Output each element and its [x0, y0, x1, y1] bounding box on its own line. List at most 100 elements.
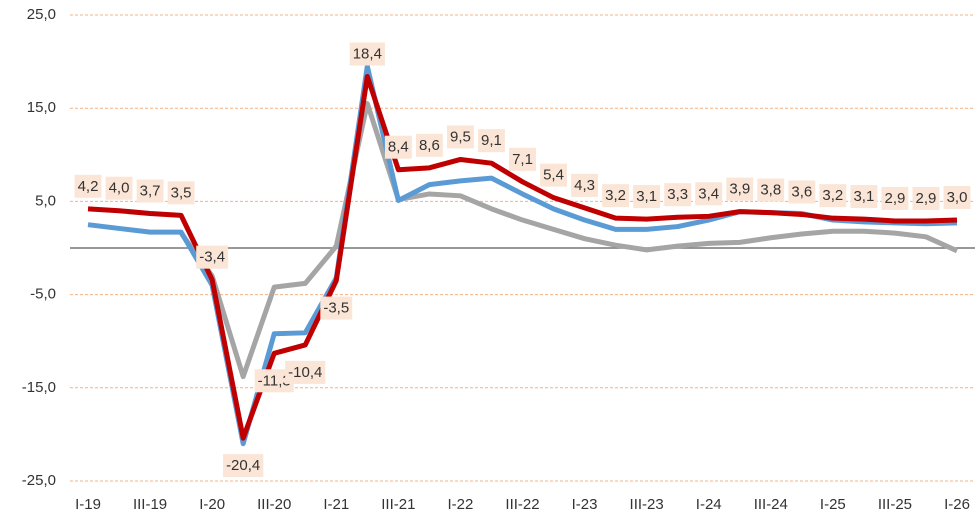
data-label-text: -20,4 — [226, 457, 260, 474]
data-label-text: -3,4 — [199, 249, 225, 266]
data-label: 3,3 — [664, 183, 692, 207]
data-label-text: 18,4 — [353, 45, 382, 62]
data-label-text: 3,9 — [729, 181, 750, 198]
x-tick-label: I-23 — [572, 496, 598, 513]
y-tick-label: 15,0 — [27, 99, 56, 116]
data-label-box — [478, 129, 505, 153]
data-label: 3,2 — [602, 184, 630, 208]
data-label: -20,4 — [223, 454, 264, 478]
data-label-box — [136, 179, 164, 203]
data-label: 4,3 — [571, 173, 599, 197]
data-label: 3,7 — [136, 179, 164, 203]
data-label: 3,8 — [757, 178, 785, 202]
y-tick-label: -5,0 — [30, 286, 56, 303]
data-label: 9,5 — [446, 125, 474, 149]
x-tick-label: I-20 — [199, 496, 225, 513]
data-label-box — [881, 186, 909, 210]
data-label-text: 4,2 — [78, 178, 99, 195]
data-label-text: 3,7 — [140, 182, 161, 199]
data-label-box — [633, 185, 661, 209]
data-label: 3,1 — [633, 185, 661, 209]
series-line — [87, 74, 958, 441]
data-label: 8,6 — [415, 133, 443, 157]
data-label-box — [850, 185, 878, 209]
data-label: -3,5 — [320, 296, 353, 320]
data-label-box — [320, 296, 353, 320]
data-label-box — [912, 186, 940, 210]
data-label-text: 3,6 — [791, 183, 812, 200]
data-label-box — [223, 454, 264, 478]
data-label-box — [105, 176, 133, 200]
data-label: 18,4 — [349, 42, 385, 66]
data-label: -11,3 — [254, 369, 294, 393]
y-tick-label: -25,0 — [22, 472, 56, 489]
x-tick-label: III-25 — [878, 496, 912, 513]
data-label: 7,1 — [509, 147, 536, 171]
x-tick-label: I-26 — [944, 496, 970, 513]
data-label: 3,5 — [167, 181, 195, 205]
data-label: 5,4 — [540, 163, 567, 187]
data-label-text: 5,4 — [543, 167, 564, 184]
data-label-text: 3,0 — [947, 189, 968, 206]
x-tick-label: III-24 — [754, 496, 788, 513]
data-label-box — [509, 147, 536, 171]
x-tick-label: I-25 — [820, 496, 846, 513]
data-label-text: 3,3 — [667, 186, 688, 203]
data-label-text: 4,3 — [574, 177, 595, 194]
data-label-box — [384, 135, 412, 159]
data-label: 3,1 — [850, 185, 878, 209]
data-label-box — [664, 183, 692, 207]
data-label: 3,6 — [788, 180, 816, 204]
data-label-box — [349, 42, 385, 66]
data-label: 3,0 — [943, 186, 971, 210]
data-label-text: -10,4 — [288, 364, 322, 381]
data-label-box — [819, 184, 847, 208]
data-label-text: 8,6 — [419, 137, 440, 154]
data-label-text: 3,2 — [822, 187, 843, 204]
data-label-text: -11,3 — [258, 372, 291, 389]
data-label-text: 8,4 — [388, 139, 409, 156]
data-label-box — [695, 182, 723, 206]
data-label-box — [254, 369, 294, 393]
data-label-box — [602, 184, 630, 208]
data-label-text: 3,1 — [853, 188, 874, 205]
data-label-box — [415, 133, 443, 157]
data-label-box — [540, 163, 567, 187]
data-label-box — [167, 181, 195, 205]
data-label-text: 2,9 — [916, 190, 937, 207]
data-label: -10,4 — [285, 360, 326, 384]
data-label-text: -3,5 — [323, 300, 349, 317]
data-label-text: 3,5 — [171, 184, 192, 201]
data-label-box — [571, 173, 599, 197]
data-label-text: 4,0 — [109, 180, 130, 197]
x-tick-label: I-22 — [447, 496, 473, 513]
data-label: 9,1 — [478, 129, 505, 153]
data-label-box — [757, 178, 785, 202]
x-tick-label: I-19 — [75, 496, 101, 513]
data-label-text: 9,5 — [450, 128, 471, 145]
data-label-box — [74, 174, 102, 198]
y-tick-label: -15,0 — [22, 379, 56, 396]
data-label-box — [943, 186, 971, 210]
data-label-box — [726, 177, 754, 201]
data-label-box — [196, 245, 229, 269]
data-label: -3,4 — [196, 245, 229, 269]
data-label-text: 7,1 — [512, 151, 533, 168]
data-label: 4,0 — [105, 176, 133, 200]
series-line — [179, 101, 959, 380]
data-label: 4,2 — [74, 174, 102, 198]
x-tick-label: I-21 — [323, 496, 349, 513]
x-tick-label: III-20 — [257, 496, 291, 513]
x-tick-label: III-21 — [381, 496, 415, 513]
data-label-text: 2,9 — [884, 190, 905, 207]
data-label-box — [788, 180, 816, 204]
data-label-text: 3,8 — [760, 182, 781, 199]
x-tick-label: III-19 — [133, 496, 167, 513]
data-label-box — [285, 360, 326, 384]
x-tick-label: III-23 — [630, 496, 664, 513]
data-label-box — [446, 125, 474, 149]
data-label-text: 3,4 — [698, 185, 719, 202]
data-label: 8,4 — [384, 135, 412, 159]
data-label: 3,4 — [695, 182, 723, 206]
